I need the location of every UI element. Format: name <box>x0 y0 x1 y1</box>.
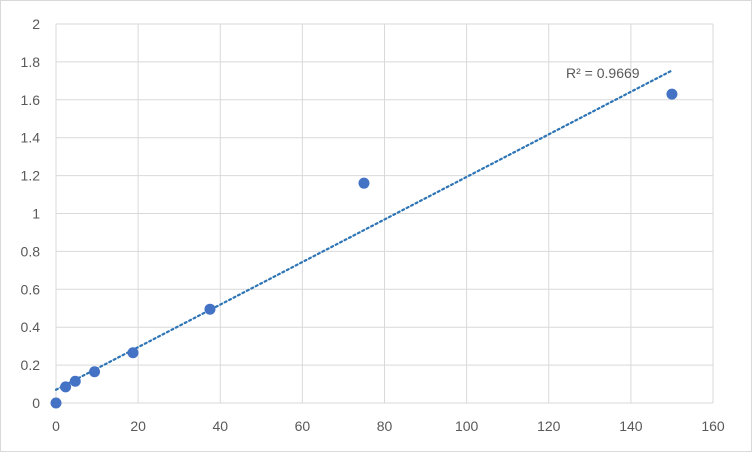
y-tick-label: 0.4 <box>21 319 41 335</box>
data-points <box>50 88 678 409</box>
data-point <box>204 303 216 315</box>
x-tick-label: 120 <box>537 418 561 434</box>
x-tick-label: 40 <box>212 418 228 434</box>
x-tick-label: 100 <box>455 418 479 434</box>
y-tick-label: 0.8 <box>21 243 41 259</box>
y-tick-label: 1.4 <box>21 130 41 146</box>
trendline-group <box>54 69 674 391</box>
data-point <box>89 366 101 378</box>
y-tick-label: 1 <box>32 206 40 222</box>
y-axis-ticks: 0 0.2 0.4 0.6 0.8 1 1.2 1.4 1.6 1.8 2 <box>21 16 41 411</box>
y-tick-label: 0.6 <box>21 281 41 297</box>
data-point <box>50 397 62 409</box>
gridlines <box>55 23 714 404</box>
x-tick-label: 140 <box>619 418 643 434</box>
y-tick-label: 1.6 <box>21 92 41 108</box>
r-squared-label: R² = 0.9669 <box>566 65 640 81</box>
y-tick-label: 0.2 <box>21 357 41 373</box>
x-tick-label: 20 <box>130 418 146 434</box>
x-tick-label: 160 <box>701 418 725 434</box>
data-point <box>127 347 139 359</box>
x-tick-label: 80 <box>377 418 393 434</box>
x-axis-ticks: 0 20 40 60 80 100 120 140 160 <box>52 418 725 434</box>
data-point <box>358 177 370 189</box>
x-tick-label: 0 <box>52 418 60 434</box>
y-tick-label: 1.8 <box>21 54 41 70</box>
trendline <box>54 69 674 391</box>
y-tick-label: 1.2 <box>21 168 41 184</box>
data-point <box>666 88 678 100</box>
x-tick-label: 60 <box>295 418 311 434</box>
y-tick-label: 0 <box>32 395 40 411</box>
data-point <box>60 381 72 393</box>
data-point <box>69 375 81 387</box>
y-tick-label: 2 <box>32 16 40 32</box>
